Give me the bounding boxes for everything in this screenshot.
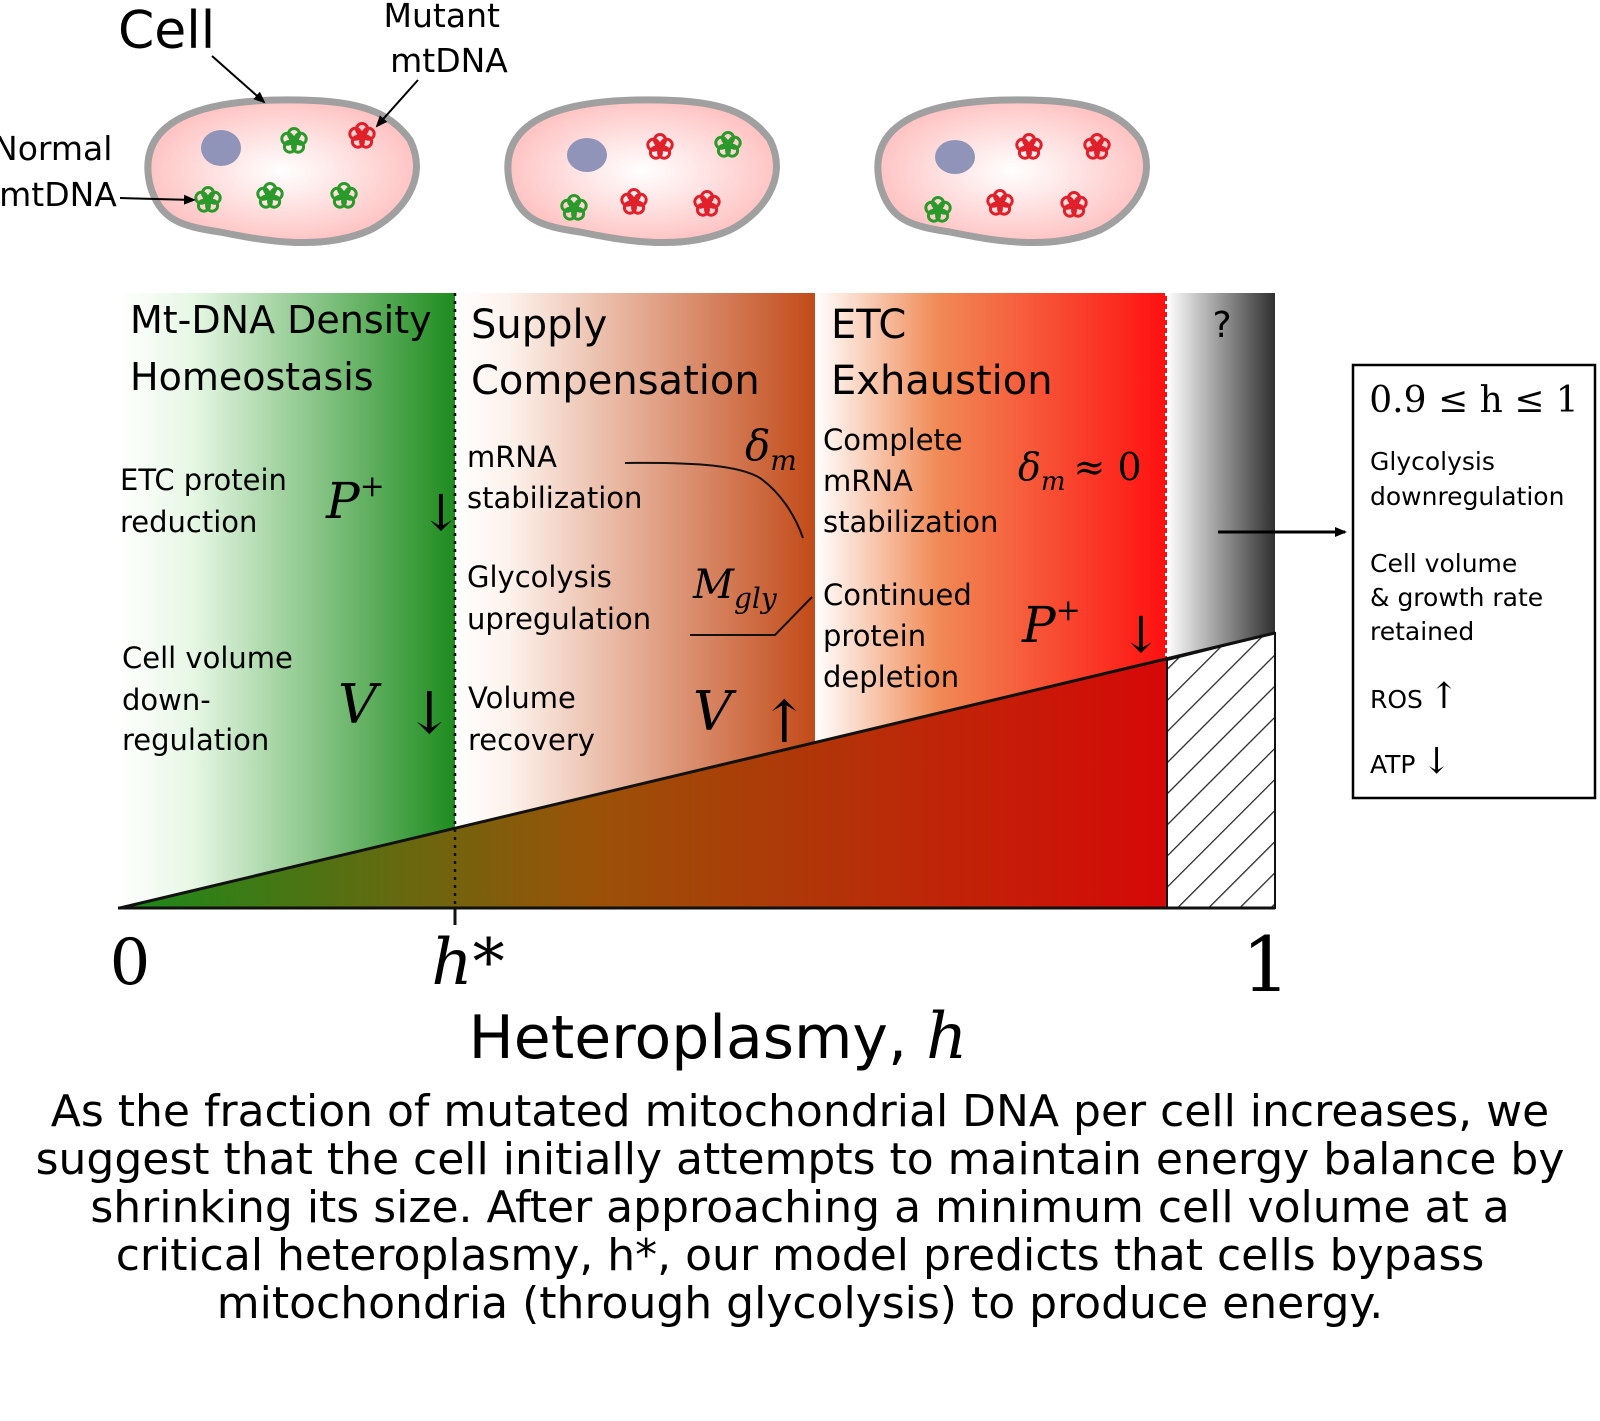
glycolysis-upregulation-label: Glycolysis upregulation: [467, 560, 651, 636]
side-box-atp: ATP ↓: [1370, 741, 1452, 782]
tick-zero: 0: [110, 926, 151, 1000]
side-box-range: 0.9 ≤ h ≤ 1: [1369, 380, 1578, 421]
wedge-edge: [119, 631, 1276, 910]
axis: 0 h* 1 Heteroplasmy, h: [110, 920, 1291, 1074]
m-gly-symbol: Mgly: [692, 562, 778, 615]
mutant-arrow: [375, 79, 419, 128]
v-symbol: V: [693, 680, 737, 743]
delta-m-symbol: δm: [745, 421, 797, 477]
normal-arrow: [119, 194, 196, 205]
tick-one: 1: [1242, 920, 1290, 1009]
volume-recovery-label: Volume recovery: [468, 681, 595, 757]
mrna-stabilization-label: mRNA stabilization: [467, 440, 642, 515]
side-box-frame: [1351, 363, 1597, 800]
tick-hstar: h*: [431, 926, 504, 1000]
down-arrow-icon: ↓: [405, 679, 454, 747]
normal-label: Normal mtDNA: [0, 129, 123, 214]
delta-m-approx-zero: δm ≈ 0: [1018, 445, 1142, 497]
etc-protein-reduction-label: ETC protein reduction: [120, 463, 296, 539]
unknown-hatch-pattern: [1166, 631, 1276, 909]
up-arrow-icon: ↑: [760, 688, 809, 756]
side-box-glycolysis: Glycolysis downregulation: [1370, 447, 1564, 511]
axis-label: Heteroplasmy, h: [469, 1000, 968, 1074]
figure-caption: As the fraction of mutated mitochondrial…: [35, 1086, 1565, 1329]
mutant-label: Mutant mtDNA: [384, 0, 511, 80]
side-box: 0.9 ≤ h ≤ 1 Glycolysis downregulation Ce…: [1351, 363, 1597, 800]
region-homeostasis-bg: [120, 293, 455, 908]
side-box-volume: Cell volume & growth rate retained: [1370, 549, 1551, 646]
v-symbol: V: [338, 673, 382, 736]
side-box-ros: ROS ↑: [1370, 676, 1459, 717]
cell-label: Cell: [118, 1, 215, 61]
delta-m-curve: [624, 461, 804, 539]
exhaustion-title: ETC Exhaustion: [831, 302, 1053, 404]
cell-volume-downregulation-label: Cell volume down- regulation: [122, 641, 302, 757]
regions: Mt-DNA Density Homeostasis ETC protein r…: [118, 293, 1347, 925]
nucleus: [201, 130, 241, 166]
down-arrow-icon: ↓: [420, 484, 462, 542]
cell-1: [144, 96, 420, 246]
down-arrow-icon: ↓: [1120, 606, 1162, 664]
cell-2: [504, 96, 780, 246]
p-plus-symbol: P+: [1021, 593, 1081, 654]
nucleus: [567, 138, 607, 172]
cell-3: [874, 96, 1150, 246]
continued-protein-depletion-label: Continued protein depletion: [823, 578, 981, 694]
complete-mrna-stabilization-label: Complete mRNA stabilization: [823, 423, 998, 539]
unknown-region-label: ?: [1212, 305, 1231, 346]
homeostasis-title: Mt-DNA Density Homeostasis: [130, 298, 444, 399]
cell-arrow: [211, 55, 266, 104]
p-plus-symbol: P+: [325, 469, 385, 530]
nucleus: [935, 140, 975, 174]
supply-title: Supply Compensation: [471, 302, 760, 404]
m-gly-curve: [690, 596, 813, 636]
cell-illustrations: Cell Mutant mtDNA Normal mtDNA: [0, 0, 1150, 246]
